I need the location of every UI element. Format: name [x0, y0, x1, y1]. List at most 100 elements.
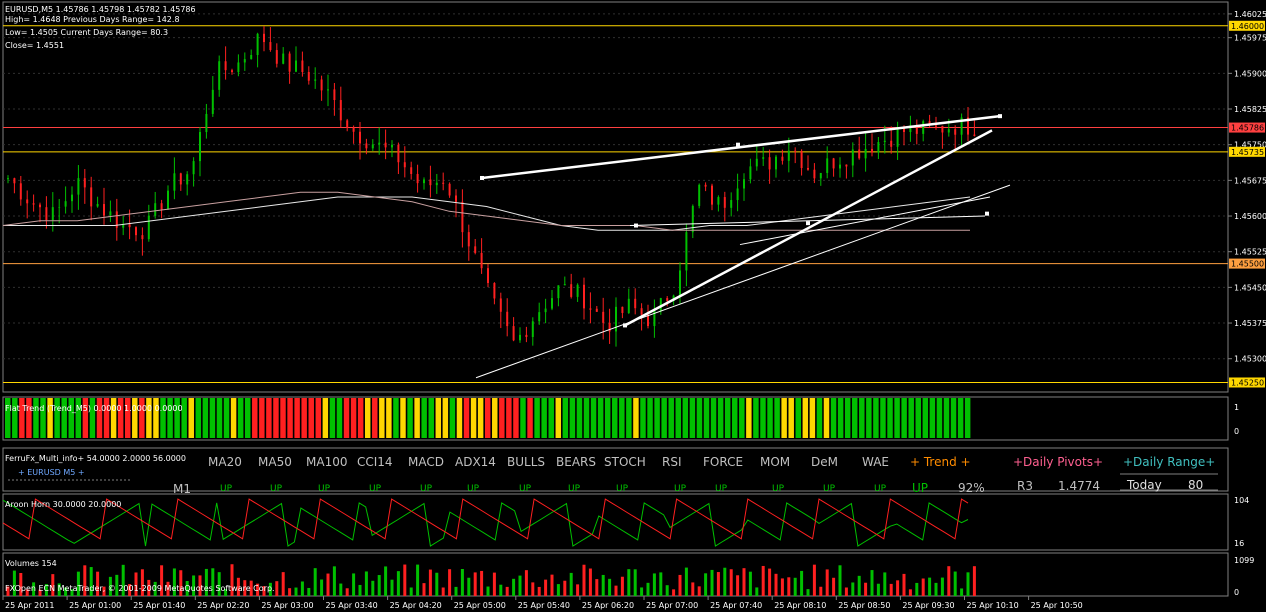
- flat-trend-bar: [132, 398, 138, 438]
- flat-trend-bar: [534, 398, 540, 438]
- time-tick-label: 25 Apr 03:00: [261, 601, 313, 610]
- flat-trend-bar: [19, 398, 25, 438]
- indicator-column-header: RSI: [662, 455, 682, 469]
- time-tick-label: 25 Apr 08:50: [838, 601, 890, 610]
- level-price-box: [1229, 122, 1265, 133]
- flat-trend-bar: [188, 398, 194, 438]
- flat-trend-bar: [633, 398, 639, 438]
- flat-trend-bar: [89, 398, 96, 438]
- flat-trend-bar: [110, 398, 117, 438]
- trend-line: [624, 129, 993, 327]
- flat-trend-bar: [428, 398, 434, 438]
- flat-trend-bar: [68, 398, 74, 438]
- flat-trend-bar: [746, 398, 752, 438]
- flat-trend-bar: [435, 398, 442, 438]
- trend-line: [629, 215, 986, 227]
- price-tick-label: 1.45375: [1234, 319, 1266, 328]
- flat-trend-bar: [167, 398, 173, 438]
- flat-trend-bar: [463, 398, 470, 438]
- flat-trend-bar: [732, 398, 738, 438]
- flat-trend-bar: [626, 398, 632, 438]
- flat-trend-bar: [372, 398, 378, 438]
- flat-trend-bar: [96, 398, 103, 438]
- aroon-tick-label: 104: [1234, 496, 1249, 505]
- aroon-title: Aroon Horn 30.0000 20.0000: [5, 500, 122, 509]
- flat-trend-bar: [555, 398, 562, 438]
- flat-trend-bar: [442, 398, 449, 438]
- flat-trend-bar: [612, 398, 618, 438]
- flat-trend-title: Flat Trend (Trend_M5) 0.0000 1.0000 0.00…: [5, 404, 183, 413]
- flat-trend-bar: [216, 398, 223, 438]
- price-tick-label: 1.45900: [1234, 69, 1266, 78]
- trend-line: [739, 196, 991, 246]
- flat-trend-bar: [908, 398, 914, 438]
- flat-trend-bar: [647, 398, 653, 438]
- trend-percent: 92%: [958, 481, 985, 495]
- flat-trend-bar: [689, 398, 696, 438]
- multi-info-subtitle: + EURUSD M5 +: [18, 468, 85, 477]
- flat-trend-bar: [364, 398, 371, 438]
- flat-trend-bar: [329, 398, 336, 438]
- flat-trend-bar: [499, 398, 505, 438]
- flat-trend-bar: [661, 398, 667, 438]
- flat-trend-bar: [830, 398, 837, 438]
- flat-trend-bar: [12, 398, 18, 438]
- flat-trend-bar: [103, 398, 110, 438]
- time-tick-label: 25 Apr 01:00: [69, 601, 121, 610]
- indicator-column-header: BULLS: [507, 455, 546, 469]
- flat-trend-bar: [33, 398, 39, 438]
- flat-trend-bar: [244, 398, 251, 438]
- indicator-column-header: CCI14: [357, 455, 393, 469]
- flat-trend-bar: [619, 398, 625, 438]
- indicator-m1-value: UP: [823, 484, 836, 494]
- daily-pivots-header: +Daily Pivots+: [1013, 455, 1103, 469]
- timeframe-label: M1: [173, 482, 191, 496]
- flat-trend-bar: [259, 398, 265, 438]
- flat-trend-bar: [484, 398, 491, 438]
- trend-line-anchor: [985, 211, 989, 216]
- flat-trend-bar: [887, 398, 893, 438]
- trend-line-anchor: [998, 114, 1002, 119]
- flat-trend-bar: [75, 398, 82, 438]
- flat-trend-bar: [301, 398, 307, 438]
- flat-trend-bar: [739, 398, 745, 438]
- moving-average-1: [2, 191, 970, 231]
- flat-trend-bar: [315, 398, 322, 438]
- flat-trend-bar: [5, 398, 11, 438]
- indicator-m1-value: UP: [568, 484, 581, 494]
- flat-trend-bar: [936, 398, 943, 438]
- flat-trend-bar: [760, 398, 766, 438]
- flat-trend-bar: [654, 398, 660, 438]
- flat-trend-bar: [336, 398, 343, 438]
- flat-trend-bar: [703, 398, 710, 438]
- flat-trend-bar: [583, 398, 590, 438]
- trend-line-anchor: [480, 175, 484, 180]
- indicator-m1-value: UP: [369, 484, 382, 494]
- flat-trend-bar: [929, 398, 936, 438]
- price-tick-label: 1.45675: [1234, 176, 1266, 185]
- pivot-value: 1.4774: [1058, 479, 1100, 493]
- daily-range-header: +Daily Range+: [1123, 455, 1216, 469]
- indicator-column-header: MA50: [258, 455, 292, 469]
- flat-trend-bar: [915, 398, 921, 438]
- time-tick-label: 25 Apr 08:10: [774, 601, 826, 610]
- flat-trend-bar: [724, 398, 731, 438]
- flat-trend-bar: [308, 398, 314, 438]
- multi-info-title: FerruFx_Multi_info+ 54.0000 2.0000 56.00…: [5, 454, 186, 463]
- level-price-label: 1.45786: [1231, 124, 1264, 133]
- moving-average-0: [3, 196, 971, 231]
- flat-trend-bar: [894, 398, 900, 438]
- flat-trend-bar: [668, 398, 674, 438]
- flat-trend-bar: [294, 398, 300, 438]
- flat-trend-bar: [449, 398, 456, 438]
- time-tick-label: 25 Apr 06:20: [582, 601, 634, 610]
- flat-trend-bar: [139, 398, 145, 438]
- indicator-column-header: BEARS: [556, 455, 596, 469]
- indicator-column-header: WAE: [862, 455, 889, 469]
- flat-trend-bar: [795, 398, 801, 438]
- flat-trend-bar: [124, 398, 131, 438]
- info-line-high: High= 1.4648 Previous Days Range= 142.8: [5, 15, 180, 24]
- flat-trend-bar: [153, 398, 159, 438]
